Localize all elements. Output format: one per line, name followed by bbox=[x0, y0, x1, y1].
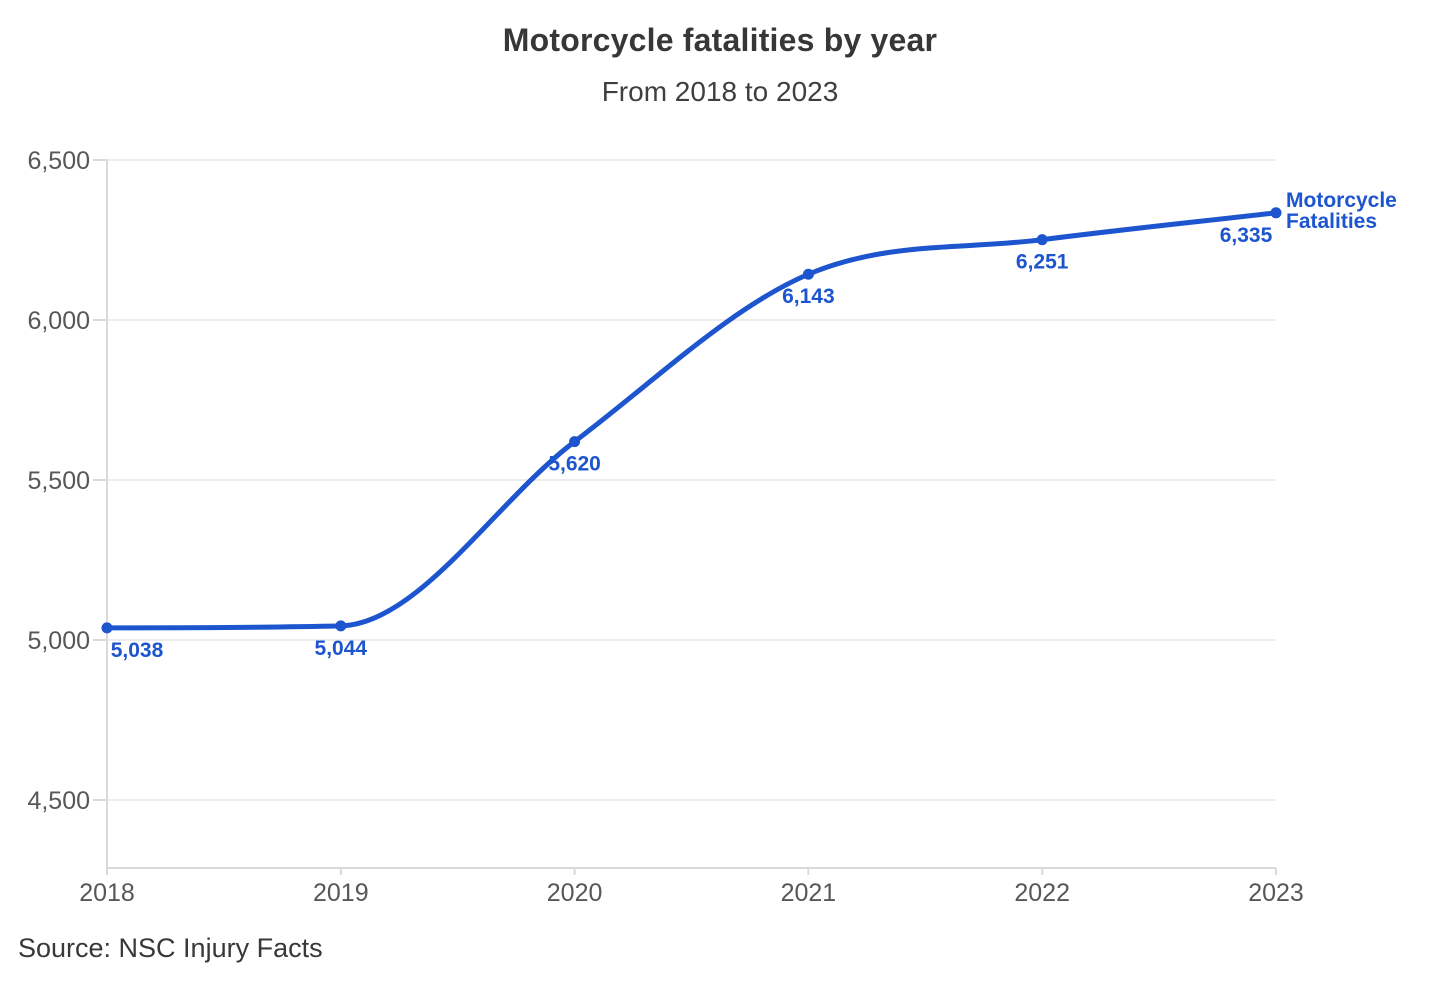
data-point-marker bbox=[569, 436, 581, 448]
chart-title: Motorcycle fatalities by year bbox=[502, 22, 938, 58]
y-tick-label: 5,500 bbox=[27, 467, 90, 495]
x-tick-label: 2021 bbox=[781, 879, 837, 907]
x-tick-label: 2020 bbox=[547, 879, 603, 907]
data-point-marker bbox=[1270, 207, 1282, 219]
y-tick-label: 6,000 bbox=[27, 307, 90, 335]
data-point-label: 5,038 bbox=[111, 639, 164, 662]
data-point-marker bbox=[802, 268, 814, 280]
x-tick-label: 2018 bbox=[79, 879, 135, 907]
data-point-label: 5,044 bbox=[315, 637, 368, 660]
x-tick-label: 2019 bbox=[313, 879, 369, 907]
data-point-marker bbox=[1036, 234, 1048, 246]
data-point-label: 5,620 bbox=[548, 453, 601, 476]
series-end-label: Motorcycle Fatalities bbox=[1286, 189, 1397, 233]
y-tick-label: 4,500 bbox=[27, 787, 90, 815]
chart-subtitle: From 2018 to 2023 bbox=[601, 76, 839, 107]
data-point-label: 6,335 bbox=[1220, 224, 1273, 247]
x-tick-label: 2023 bbox=[1248, 879, 1304, 907]
data-point-label: 6,143 bbox=[782, 285, 835, 308]
series-line bbox=[104, 210, 1279, 631]
data-point-marker bbox=[335, 620, 347, 632]
data-point-marker bbox=[101, 622, 113, 634]
x-tick-label: 2022 bbox=[1014, 879, 1070, 907]
source-note: Source: NSC Injury Facts bbox=[18, 933, 323, 963]
y-tick-label: 5,000 bbox=[27, 627, 90, 655]
data-point-label: 6,251 bbox=[1016, 251, 1069, 274]
y-tick-label: 6,500 bbox=[27, 147, 90, 175]
